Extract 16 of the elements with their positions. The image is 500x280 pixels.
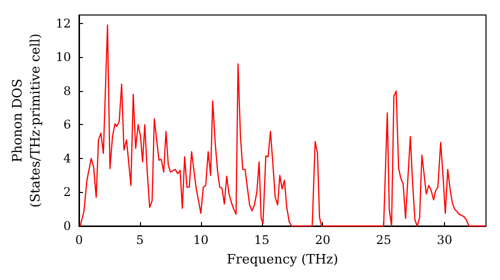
x-tick-label: 25 <box>376 233 392 247</box>
y-tick-label: 10 <box>56 50 71 64</box>
y-axis-title: Phonon DOS (States/THz·primitive cell) <box>10 33 44 208</box>
y-tick-label: 8 <box>63 84 71 98</box>
x-tick-label: 0 <box>75 233 83 247</box>
x-tick-label: 15 <box>254 233 270 247</box>
y-tick-label: 0 <box>63 219 71 233</box>
x-tick-label: 30 <box>436 233 452 247</box>
y-tick-label: 6 <box>63 118 71 132</box>
y-tick-label: 4 <box>63 151 72 166</box>
x-tick-label: 5 <box>136 233 144 247</box>
x-axis-title: Frequency (THz) <box>226 252 338 268</box>
y-tick-label: 2 <box>63 185 71 200</box>
x-tick-label: 20 <box>315 233 330 247</box>
x-tick-label: 10 <box>193 233 208 247</box>
y-tick-label: 12 <box>56 16 71 30</box>
